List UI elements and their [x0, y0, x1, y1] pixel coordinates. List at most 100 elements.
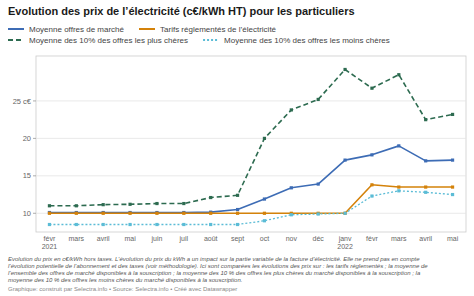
- tick-label-line: août: [204, 235, 218, 242]
- footnote: Evolution du prix en c€/kWh hors taxes. …: [8, 256, 420, 262]
- marker: [343, 68, 346, 71]
- marker: [155, 212, 158, 215]
- tick-label-line: nov: [286, 235, 298, 242]
- marker: [155, 202, 158, 205]
- marker: [317, 98, 320, 101]
- marker: [48, 212, 51, 215]
- marker: [236, 208, 239, 211]
- tick-label: 20: [23, 134, 31, 143]
- tick-label-line: janv: [338, 235, 352, 243]
- marker: [263, 219, 266, 222]
- tick-label-line: mai: [124, 235, 136, 242]
- marker: [424, 191, 427, 194]
- tick-label: nov: [286, 235, 298, 242]
- marker: [102, 203, 105, 206]
- marker: [209, 196, 212, 199]
- marker: [48, 223, 51, 226]
- tick-label-line: févr: [366, 235, 378, 242]
- marker: [263, 137, 266, 140]
- legend-label: Tarifs réglementés de l’électricité: [160, 25, 277, 34]
- tick-label: mai: [124, 235, 136, 242]
- marker: [451, 159, 454, 162]
- marker: [209, 212, 212, 215]
- tick-label-line: avril: [97, 235, 110, 242]
- tick-label-line: févr: [44, 235, 56, 242]
- marker: [317, 212, 320, 215]
- legend-swatch: [8, 28, 24, 30]
- marker: [370, 194, 373, 197]
- legend-label: Moyenne offres de marché: [29, 25, 125, 34]
- marker: [290, 186, 293, 189]
- marker: [343, 159, 346, 162]
- tick-label-line: sept: [231, 235, 244, 243]
- tick-label-line: 2022: [337, 243, 353, 250]
- marker: [75, 204, 78, 207]
- series: [48, 144, 454, 214]
- marker: [75, 211, 78, 214]
- marker: [290, 108, 293, 111]
- marker: [128, 223, 131, 226]
- marker: [128, 211, 131, 214]
- marker: [317, 182, 320, 185]
- marker: [209, 223, 212, 226]
- tick-mark: [33, 100, 36, 101]
- legend-item: Tarifs réglementés de l’électricité: [139, 25, 277, 34]
- tick-mark: [33, 138, 36, 139]
- marker: [182, 223, 185, 226]
- y-axis: 10152025 c€: [13, 97, 466, 218]
- marker: [263, 212, 266, 215]
- line: [49, 146, 452, 213]
- tick-label-line: 2021: [42, 243, 58, 250]
- footnote: l’ensemble des offres de marché disponib…: [8, 270, 421, 276]
- marker: [451, 193, 454, 196]
- marker: [424, 159, 427, 162]
- marker: [48, 211, 51, 214]
- grid-line: [36, 175, 466, 176]
- marker: [263, 197, 266, 200]
- marker: [370, 153, 373, 156]
- tick-label-line: oct: [260, 235, 269, 242]
- marker: [75, 212, 78, 215]
- marker: [182, 212, 185, 215]
- legend-item: Moyenne offres de marché: [8, 25, 125, 34]
- tick-label-line: mars: [391, 235, 407, 242]
- marker: [155, 211, 158, 214]
- tick-label: mai: [447, 235, 459, 242]
- title: Evolution des prix de l’électricité (c€/…: [8, 5, 355, 17]
- marker: [48, 204, 51, 207]
- source: Graphique: construit par Selectra.info •…: [8, 286, 237, 292]
- tick-label: avril: [419, 235, 432, 242]
- grid-line: [36, 138, 466, 139]
- legend-item: Moyenne des 10% des offres les moins chè…: [203, 36, 390, 45]
- tick-label: juil: [179, 235, 189, 243]
- tick-label: févr2021: [42, 235, 58, 250]
- marker: [317, 212, 320, 215]
- marker: [424, 118, 427, 121]
- tick-label-line: avril: [419, 235, 432, 242]
- legend-item: Moyenne des 10% des offres les plus chèr…: [8, 36, 188, 45]
- tick-label-line: juin: [150, 235, 162, 243]
- line: [49, 185, 452, 213]
- footnote: l’évolution potentielle de l’abonnement …: [8, 263, 428, 269]
- series: [48, 68, 454, 208]
- marker: [397, 144, 400, 147]
- tick-label: déc: [313, 235, 325, 242]
- tick-label: août: [204, 235, 218, 242]
- marker: [451, 113, 454, 116]
- tick-mark: [33, 213, 36, 214]
- marker: [102, 211, 105, 214]
- marker: [397, 73, 400, 76]
- tick-label: 25 c€: [13, 97, 32, 106]
- tick-label-line: mai: [447, 235, 459, 242]
- marker: [290, 213, 293, 216]
- marker: [343, 212, 346, 215]
- marker: [182, 202, 185, 205]
- tick-label: janv2022: [337, 235, 353, 250]
- legend-swatch: [139, 28, 155, 30]
- legend-swatch: [8, 39, 24, 41]
- line: [49, 191, 452, 225]
- marker: [128, 212, 131, 215]
- tick-label: 10: [23, 209, 31, 218]
- marker: [236, 212, 239, 215]
- plot-data: [48, 68, 454, 226]
